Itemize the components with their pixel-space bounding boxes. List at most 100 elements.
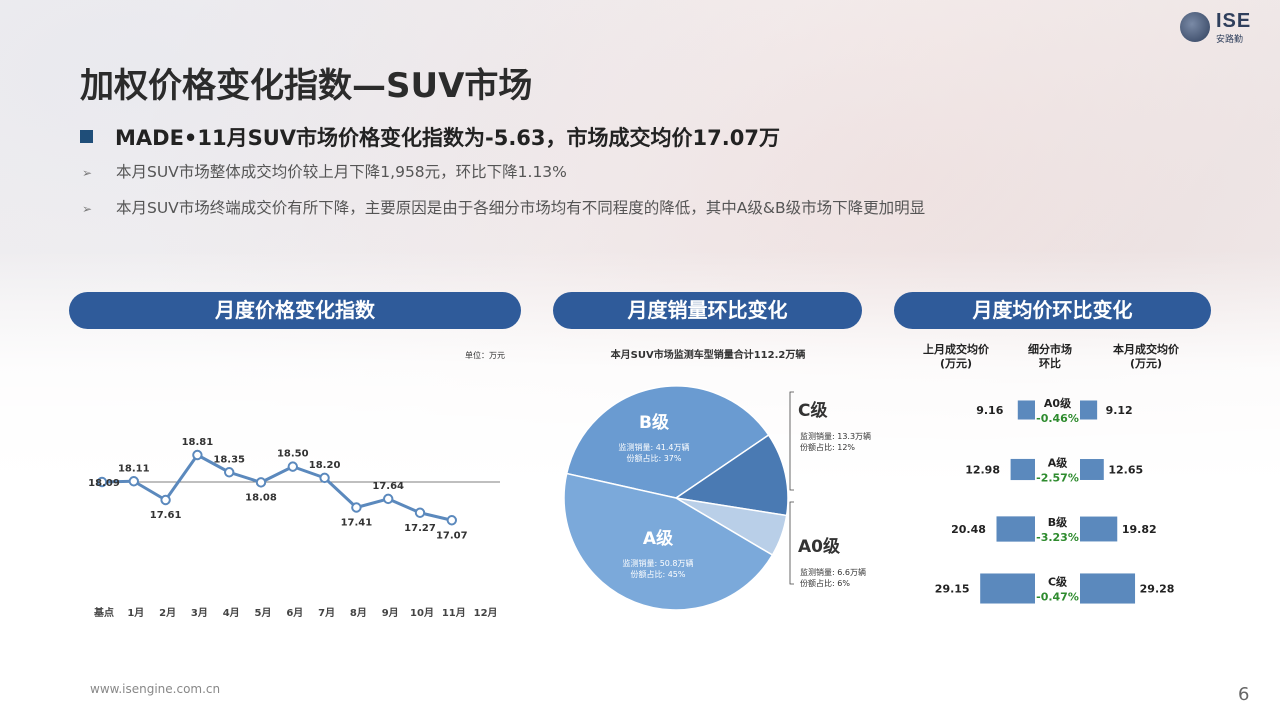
change-label: -2.57% <box>1036 472 1079 485</box>
section-header-price-index: 月度价格变化指数 <box>69 292 521 329</box>
data-point <box>192 449 203 461</box>
logo-emblem-icon <box>1180 12 1210 42</box>
data-point <box>160 494 171 506</box>
data-label: 17.61 <box>150 510 182 521</box>
x-tick-label: 6月 <box>286 607 303 619</box>
change-label: -0.46% <box>1036 412 1079 425</box>
arrow-bullet-icon: ➢ <box>82 166 93 180</box>
data-point <box>383 493 394 505</box>
bracket-line <box>789 391 794 491</box>
prev-price-bar <box>1017 400 1035 420</box>
curr-price-label: 19.82 <box>1122 523 1157 536</box>
square-bullet-icon <box>80 130 93 143</box>
slice-volume: 监测销量: 50.8万辆 <box>622 558 693 568</box>
prev-price-bar <box>980 573 1035 604</box>
x-tick-label: 4月 <box>223 607 240 619</box>
footer-url: www.isengine.com.cn <box>90 682 221 696</box>
bullet-point-2: ➢ 本月SUV市场终端成交价有所下降，主要原因是由于各细分市场均有不同程度的降低，… <box>82 196 925 218</box>
prev-price-bar <box>1010 458 1035 481</box>
x-tick-label: 3月 <box>191 607 208 619</box>
data-point <box>128 476 140 487</box>
unit-label: 单位：万元 <box>465 350 505 360</box>
prev-price-bar <box>996 516 1035 542</box>
slice-share: 份额占比: 12% <box>800 442 855 452</box>
slice-volume: 监测销量: 13.3万辆 <box>800 431 871 441</box>
slice-share: 份额占比: 45% <box>630 569 685 579</box>
x-tick-label: 8月 <box>350 607 367 619</box>
data-point <box>446 515 457 526</box>
curr-price-bar <box>1080 459 1104 480</box>
pie-slice <box>563 472 774 611</box>
data-label: 17.41 <box>341 518 373 529</box>
headline: MADE•11月SUV市场价格变化指数为-5.63，市场成交均价17.07万 <box>80 122 780 152</box>
column-header: 上月成交均价 <box>923 342 990 356</box>
series-line <box>101 453 453 522</box>
price-index-line-chart: 单位：万元 18.09 18.11 17.61 18.81 18.35 18.08 18.50… <box>88 350 505 619</box>
slice-label: A0级 <box>798 536 840 557</box>
curr-price-label: 29.28 <box>1140 583 1175 596</box>
x-tick-label: 基点 <box>93 606 114 619</box>
curr-price-bar <box>1080 573 1136 604</box>
data-point <box>224 467 235 478</box>
prev-price-label: 29.15 <box>935 583 970 596</box>
data-label: 17.27 <box>404 523 436 534</box>
bullet-text-1: 本月SUV市场整体成交均价较上月下降1,958元，环比下降1.13% <box>116 163 567 181</box>
slice-label: A级 <box>643 528 673 549</box>
x-tick-label: 1月 <box>127 607 144 619</box>
data-label: 18.81 <box>182 437 214 448</box>
segment-label: A0级 <box>1044 396 1072 410</box>
curr-price-label: 12.65 <box>1108 464 1143 477</box>
section-header-sales-change: 月度销量环比变化 <box>553 292 862 329</box>
curr-price-label: 9.12 <box>1106 404 1133 417</box>
segment-label: C级 <box>1048 575 1068 589</box>
data-label: 18.09 <box>88 478 120 489</box>
change-label: -3.23% <box>1036 531 1079 544</box>
x-tick-label: 12月 <box>474 607 498 619</box>
prev-price-label: 9.16 <box>976 404 1003 417</box>
bracket-line <box>789 501 794 585</box>
slice-volume: 监测销量: 6.6万辆 <box>800 567 866 577</box>
logo-text: ISE <box>1216 10 1252 32</box>
data-point <box>351 502 362 513</box>
curr-price-bar <box>1080 400 1098 420</box>
column-header: (万元) <box>940 357 972 370</box>
page-title: 加权价格变化指数—SUV市场 <box>80 66 533 106</box>
data-label: 18.50 <box>277 449 309 460</box>
x-tick-label: 5月 <box>255 607 272 619</box>
logo-subtext: 安路勤 <box>1216 35 1244 45</box>
pie-slice <box>565 385 770 499</box>
headline-text: MADE•11月SUV市场价格变化指数为-5.63，市场成交均价17.07万 <box>115 126 780 150</box>
data-point <box>319 472 330 484</box>
x-tick-label: 9月 <box>382 607 399 619</box>
slice-label: C级 <box>798 400 827 421</box>
x-tick-label: 11月 <box>442 607 466 619</box>
slice-share: 份额占比: 6% <box>800 578 850 588</box>
data-label: 18.20 <box>309 460 341 471</box>
prev-price-label: 12.98 <box>965 464 1000 477</box>
x-tick-label: 2月 <box>159 607 176 619</box>
curr-price-bar <box>1080 516 1118 542</box>
column-header: 细分市场 <box>1028 342 1072 356</box>
pie-title: 本月SUV市场监测车型销量合计112.2万辆 <box>611 348 806 361</box>
slice-volume: 监测销量: 41.4万辆 <box>618 442 689 452</box>
column-header: 本月成交均价 <box>1113 342 1180 356</box>
pie-slice <box>674 434 789 517</box>
segment-label: B级 <box>1048 515 1068 529</box>
company-logo: ISE 安路勤 <box>1180 10 1272 45</box>
data-label: 17.07 <box>436 530 468 541</box>
data-label: 18.35 <box>213 454 245 465</box>
bullet-point-1: ➢ 本月SUV市场整体成交均价较上月下降1,958元，环比下降1.13% <box>82 160 567 182</box>
column-header: (万元) <box>1130 357 1162 370</box>
data-point <box>414 507 426 518</box>
slice-share: 份额占比: 37% <box>626 453 681 463</box>
column-header: 环比 <box>1039 356 1061 370</box>
section-header-avg-price-change: 月度均价环比变化 <box>894 292 1211 329</box>
data-label: 18.11 <box>118 463 150 474</box>
slice-label: B级 <box>639 412 669 433</box>
arrow-bullet-icon: ➢ <box>82 202 93 216</box>
segment-label: A级 <box>1048 456 1069 470</box>
data-label: 17.64 <box>372 481 404 492</box>
change-label: -0.47% <box>1036 591 1079 604</box>
